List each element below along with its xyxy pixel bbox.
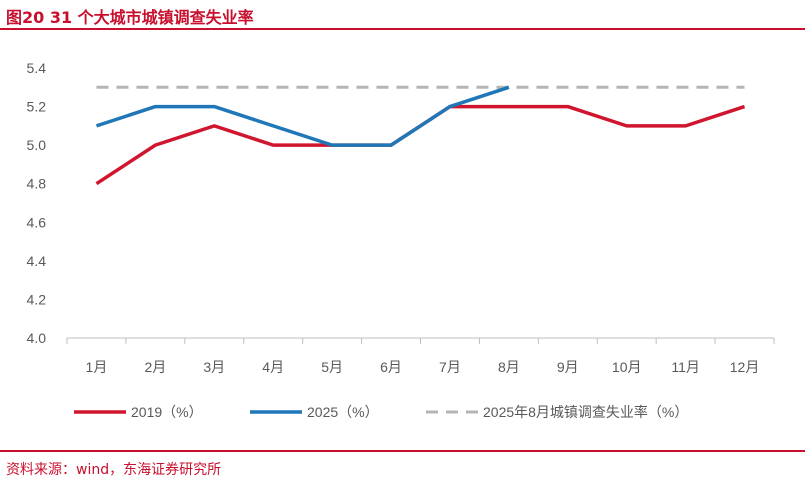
line-chart: 4.0 4.2 4.4 4.6 4.8 5.0 5.2 5.4 1月 2月 3月 4月 5月 6月 7月 8… (27, 60, 775, 420)
x-tick-label: 12月 (730, 359, 760, 375)
x-tick-label: 4月 (262, 359, 284, 375)
y-tick-label: 4.4 (27, 253, 47, 269)
x-axis-ticks (66, 338, 775, 344)
y-tick-label: 4.8 (27, 176, 47, 192)
legend-label: 2025（%） (307, 404, 379, 420)
x-tick-label: 3月 (203, 359, 225, 375)
legend-label: 2025年8月城镇调查失业率（%） (483, 404, 688, 420)
x-tick-label: 5月 (321, 359, 343, 375)
source-note: 资料来源：wind，东海证券研究所 (6, 462, 222, 478)
x-tick-label: 1月 (86, 359, 108, 375)
y-tick-label: 4.2 (27, 291, 47, 307)
x-tick-label: 8月 (498, 359, 520, 375)
title-rule (0, 28, 805, 30)
x-tick-label: 9月 (557, 359, 579, 375)
x-tick-label: 11月 (671, 359, 700, 375)
y-tick-label: 4.0 (27, 330, 47, 346)
x-tick-label: 2月 (144, 359, 166, 375)
series-lines (95, 85, 746, 186)
legend: 2019（%） 2025（%） 2025年8月城镇调查失业率（%） (74, 404, 688, 420)
x-axis-tick-labels: 1月 2月 3月 4月 5月 6月 7月 8月 9月 10月 11月 12月 (86, 359, 760, 375)
figure-title: 图20 31 个大城市城镇调查失业率 (6, 8, 254, 27)
x-tick-label: 6月 (380, 359, 402, 375)
x-tick-label: 7月 (439, 359, 461, 375)
y-tick-label: 5.2 (27, 99, 47, 115)
x-tick-label: 10月 (612, 359, 642, 375)
y-tick-label: 5.4 (27, 60, 47, 76)
y-axis-tick-labels: 4.0 4.2 4.4 4.6 4.8 5.0 5.2 5.4 (27, 60, 47, 346)
legend-label: 2019（%） (131, 404, 203, 420)
series-line-2025 (95, 85, 510, 147)
y-tick-label: 4.6 (27, 214, 47, 230)
series-line-2019 (95, 104, 746, 186)
y-tick-label: 5.0 (27, 137, 47, 153)
source-rule (0, 450, 805, 452)
